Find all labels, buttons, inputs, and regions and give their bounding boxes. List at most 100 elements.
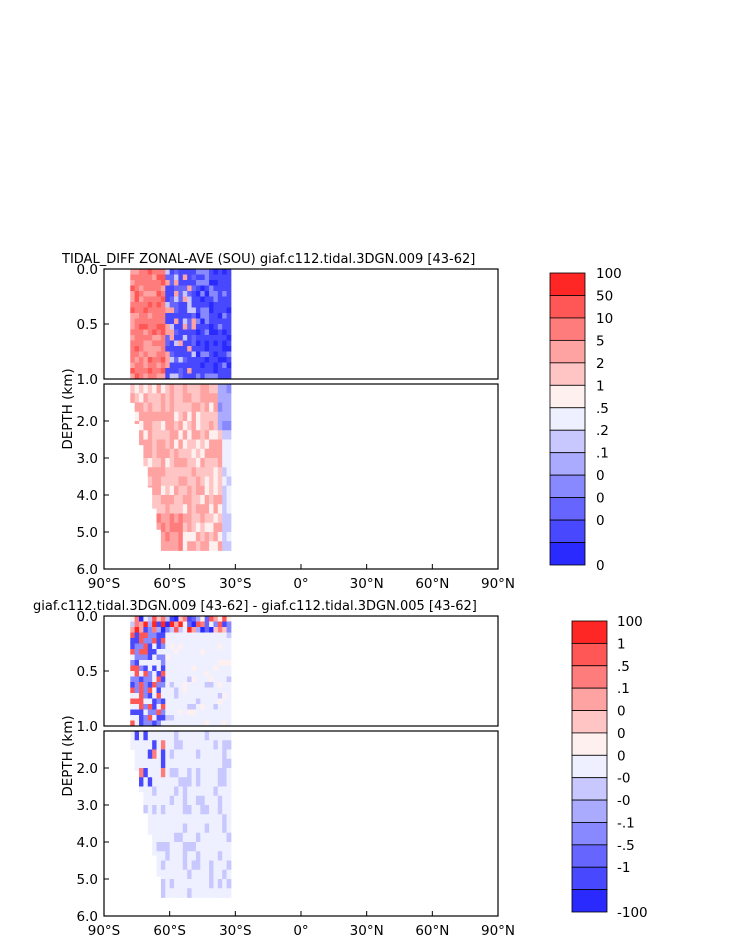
heatmap-cell bbox=[213, 362, 219, 369]
heatmap-cell bbox=[152, 749, 157, 760]
heatmap-cell bbox=[187, 324, 192, 330]
colorbar-swatch bbox=[571, 754, 608, 779]
heatmap-cell bbox=[169, 632, 175, 639]
heatmap-cell bbox=[174, 346, 179, 352]
heatmap-cell bbox=[169, 324, 175, 330]
heatmap-cell bbox=[147, 324, 153, 330]
heatmap-cell bbox=[204, 411, 210, 422]
heatmap-cell bbox=[160, 758, 166, 769]
heatmap-cell bbox=[160, 357, 166, 363]
heatmap-cell bbox=[226, 687, 232, 694]
heatmap-cell bbox=[139, 698, 144, 705]
heatmap-cell bbox=[217, 676, 223, 683]
heatmap-cell bbox=[160, 329, 166, 336]
heatmap-cell bbox=[174, 704, 179, 710]
heatmap-cell bbox=[160, 749, 166, 760]
heatmap-cell bbox=[165, 660, 171, 666]
heatmap-cell bbox=[143, 731, 149, 741]
heatmap-cell bbox=[217, 421, 223, 431]
heatmap-cell bbox=[209, 749, 214, 760]
heatmap-cell bbox=[200, 654, 206, 661]
heatmap-cell bbox=[139, 313, 144, 319]
heatmap-cell bbox=[226, 485, 232, 496]
heatmap-cell bbox=[187, 869, 192, 880]
heatmap-cell bbox=[156, 467, 162, 477]
heatmap-cell bbox=[213, 698, 219, 705]
heatmap-cell bbox=[169, 318, 175, 325]
heatmap-cell bbox=[213, 842, 219, 852]
heatmap-cell bbox=[222, 513, 227, 524]
heatmap-cell bbox=[134, 768, 140, 772]
heatmap-cell bbox=[165, 421, 171, 431]
heatmap-cell bbox=[147, 285, 153, 292]
heatmap-cell bbox=[187, 302, 192, 308]
heatmap-cell bbox=[222, 823, 227, 834]
heatmap-cell bbox=[222, 851, 227, 861]
heatmap-cell bbox=[222, 758, 227, 769]
heatmap-cell bbox=[187, 351, 192, 358]
heatmap-cell bbox=[139, 340, 144, 347]
colorbar-label: .5 bbox=[617, 659, 630, 675]
y-tick-label: 0.0 bbox=[77, 262, 98, 278]
x-tick-label: 90°N bbox=[481, 923, 515, 939]
heatmap-cell bbox=[191, 296, 197, 303]
heatmap-cell bbox=[160, 731, 166, 741]
heatmap-cell bbox=[147, 302, 153, 308]
heatmap-cell bbox=[143, 638, 149, 644]
heatmap-cell bbox=[178, 384, 184, 394]
heatmap-cell bbox=[204, 318, 210, 325]
heatmap-cell bbox=[217, 280, 223, 286]
heatmap-cell bbox=[200, 384, 206, 394]
heatmap-cell bbox=[147, 638, 153, 644]
heatmap-cell bbox=[165, 621, 171, 628]
heatmap-cell bbox=[187, 842, 192, 852]
heatmap-cell bbox=[200, 335, 206, 341]
heatmap-cell bbox=[152, 814, 157, 824]
heatmap-cell bbox=[169, 616, 175, 622]
heatmap-cell bbox=[178, 749, 184, 760]
colorbar-label: -100 bbox=[617, 905, 648, 921]
heatmap-cell bbox=[156, 439, 162, 450]
heatmap-cell bbox=[156, 504, 162, 514]
heatmap-cell bbox=[217, 439, 223, 450]
heatmap-cell bbox=[209, 411, 214, 422]
heatmap-cell bbox=[147, 649, 153, 655]
heatmap-cell bbox=[165, 280, 171, 286]
heatmap-cell bbox=[187, 632, 192, 639]
heatmap-cell bbox=[182, 704, 188, 710]
heatmap-cell bbox=[143, 687, 149, 694]
y-tick-label: 4.0 bbox=[77, 835, 98, 851]
heatmap-cell bbox=[209, 665, 214, 672]
heatmap-cell bbox=[226, 532, 232, 542]
heatmap-cell bbox=[187, 888, 192, 898]
heatmap-cell bbox=[191, 814, 197, 824]
heatmap-cell bbox=[217, 351, 223, 358]
heatmap-cell bbox=[191, 318, 197, 325]
heatmap-cell bbox=[217, 693, 223, 699]
heatmap-cell bbox=[160, 351, 166, 358]
heatmap-cell bbox=[187, 768, 192, 778]
heatmap-cell bbox=[143, 627, 149, 633]
heatmap-cell bbox=[156, 740, 162, 750]
heatmap-cell bbox=[209, 638, 214, 644]
heatmap-cell bbox=[222, 888, 227, 898]
heatmap-cell bbox=[174, 720, 179, 727]
colorbar-swatch bbox=[571, 866, 608, 891]
colorbar-swatch bbox=[549, 407, 586, 431]
heatmap-cell bbox=[213, 357, 219, 363]
heatmap-cell bbox=[130, 616, 136, 622]
heatmap-cell bbox=[160, 318, 166, 325]
heatmap-cell bbox=[152, 704, 157, 710]
heatmap-cell bbox=[169, 671, 175, 677]
heatmap-cell bbox=[152, 786, 157, 797]
heatmap-cell bbox=[147, 698, 153, 705]
heatmap-cell bbox=[134, 676, 140, 683]
heatmap-cell bbox=[156, 860, 162, 871]
heatmap-cell bbox=[217, 467, 223, 477]
heatmap-cell bbox=[182, 467, 188, 477]
heatmap-cell bbox=[187, 541, 192, 551]
heatmap-cell bbox=[147, 720, 153, 727]
heatmap-cell bbox=[143, 704, 149, 710]
heatmap-cell bbox=[182, 393, 188, 403]
heatmap-cell bbox=[209, 671, 214, 677]
